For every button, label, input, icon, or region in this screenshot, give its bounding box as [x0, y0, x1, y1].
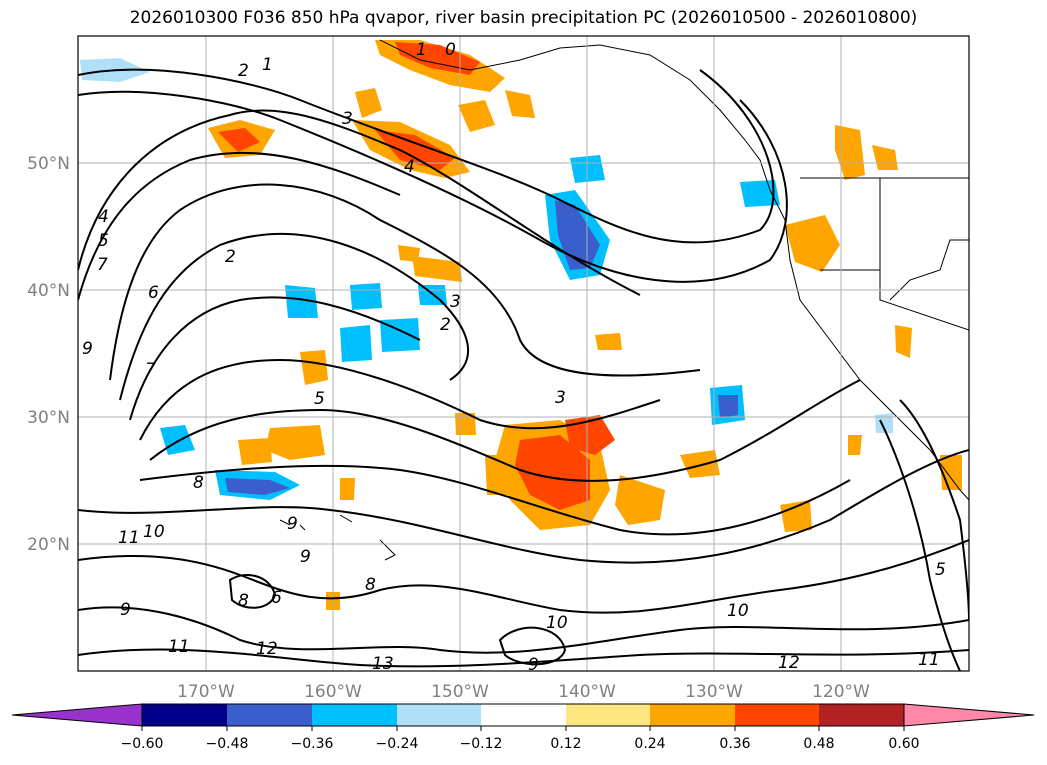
lon-label: 160°W — [304, 682, 362, 702]
contour-label: 9 — [300, 547, 311, 567]
contour-label: 9 — [528, 655, 539, 675]
contour-label: 10 — [143, 522, 165, 542]
lat-label: 20°N — [27, 535, 70, 555]
colorbar-tick-label: 0.12 — [550, 736, 581, 752]
contour-label: 9 — [120, 600, 131, 620]
contour-label: 3 — [555, 388, 566, 408]
contour-label: 11 — [918, 650, 940, 670]
contour-label: 5 — [935, 560, 946, 580]
lon-label: 150°W — [431, 682, 489, 702]
colorbar-tick-label: 0.48 — [803, 736, 834, 752]
contour-label: 1 — [416, 40, 427, 60]
lon-label: 130°W — [685, 682, 743, 702]
colorbar-tick-label: −0.48 — [206, 736, 249, 752]
contour-label: 12 — [778, 653, 800, 673]
contour-label: 9 — [82, 339, 93, 359]
colorbar-tick-label: −0.60 — [121, 736, 164, 752]
contour-label: 3 — [450, 292, 461, 312]
colorbar: −0.60 −0.48 −0.36 −0.24 −0.12 0.12 0.24 … — [11, 703, 1035, 752]
contour-label: 6 — [271, 588, 282, 608]
latitude-labels: 50°N 40°N 30°N 20°N — [27, 154, 70, 555]
contour-label: 10 — [727, 601, 749, 621]
lon-label: 120°W — [812, 682, 870, 702]
lat-label: 50°N — [27, 154, 70, 174]
qvapor-contours — [78, 68, 969, 671]
colorbar-ticks — [141, 726, 905, 731]
contour-label: 10 — [546, 613, 568, 633]
contour-label: 2 — [225, 247, 236, 267]
contour-label: 11 — [118, 528, 140, 548]
map-title: 2026010300 F036 850 hPa qvapor, river ba… — [129, 8, 918, 28]
contour-label: 6 — [148, 283, 159, 303]
contour-label: 2 — [440, 315, 451, 335]
graticule — [78, 36, 969, 671]
contour-label: 4 — [404, 157, 415, 177]
contour-labels: 0 1 1 2 2 2 3 3 3 4 4 5 5 5 6 6 7 7 8 8 … — [82, 40, 946, 675]
colorbar-tick-label: 0.36 — [719, 736, 750, 752]
contour-label: 4 — [98, 207, 109, 227]
colorbar-tick-label: −0.12 — [460, 736, 503, 752]
contour-label: 13 — [372, 654, 394, 674]
lon-label: 170°W — [177, 682, 235, 702]
plot-frame — [77, 35, 970, 672]
lat-label: 30°N — [27, 408, 70, 428]
contour-label: 8 — [193, 473, 204, 493]
contour-label: 1 — [262, 55, 273, 75]
contour-label: 8 — [365, 575, 376, 595]
contour-label: 8 — [238, 591, 249, 611]
contour-label: 2 — [238, 61, 249, 81]
contour-label: 5 — [314, 389, 325, 409]
coastline — [279, 39, 969, 561]
contour-label: 7 — [97, 255, 108, 275]
colorbar-tick-label: 0.24 — [634, 736, 665, 752]
lon-label: 140°W — [558, 682, 616, 702]
contour-label: 12 — [256, 639, 278, 659]
contour-label: 5 — [98, 231, 109, 251]
lat-label: 40°N — [27, 281, 70, 301]
colorbar-tick-label: 0.60 — [888, 736, 919, 752]
contour-label: 11 — [168, 637, 190, 657]
colorbar-tick-label: −0.36 — [291, 736, 334, 752]
longitude-labels: 170°W 160°W 150°W 140°W 130°W 120°W — [177, 682, 870, 702]
colorbar-tick-label: −0.24 — [376, 736, 419, 752]
contour-label: 3 — [342, 109, 353, 129]
contour-label: 0 — [445, 40, 456, 60]
contour-label: 7 — [145, 360, 156, 380]
contour-label: 9 — [287, 514, 298, 534]
